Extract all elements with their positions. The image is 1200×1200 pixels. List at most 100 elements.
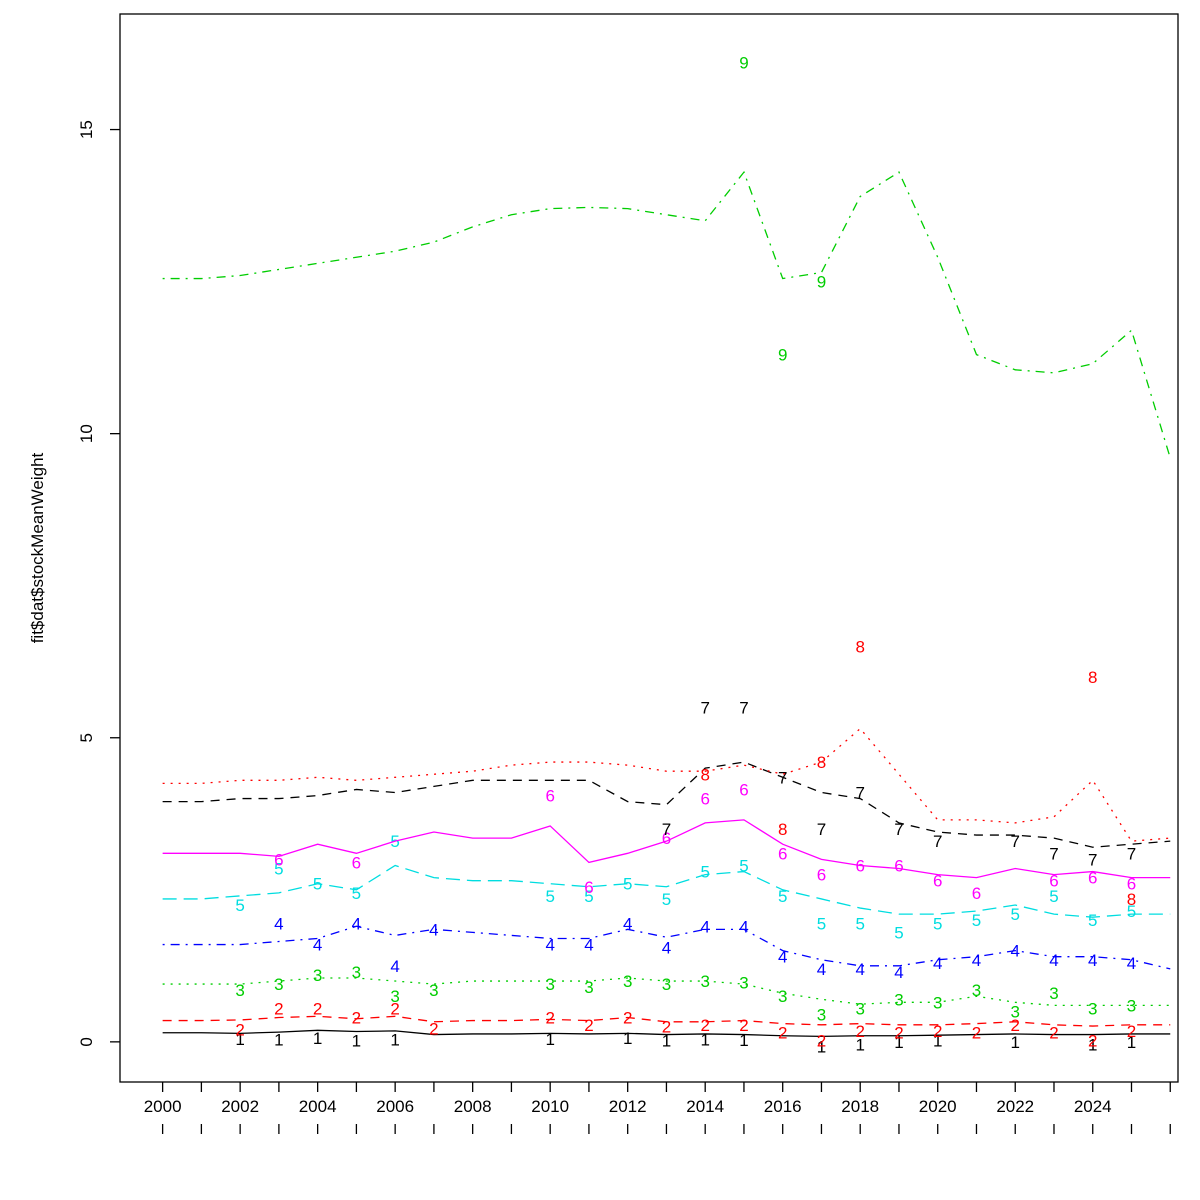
obs-label-age-3: 3 [274,975,283,994]
series-line-age-7 [162,761,1171,848]
obs-label-age-6: 6 [352,853,361,872]
x-tick-label: 2024 [1074,1097,1112,1116]
obs-label-age-4: 4 [274,914,283,933]
obs-label-age-3: 3 [235,981,244,1000]
x-tick-label: 2004 [299,1097,337,1116]
obs-label-age-1: 1 [894,1033,903,1052]
obs-label-age-8: 8 [855,638,864,657]
series-line-age-6 [162,819,1171,879]
x-tick-label: 2020 [919,1097,957,1116]
obs-label-age-1: 1 [545,1030,554,1049]
obs-label-age-9: 9 [739,54,748,73]
obs-label-age-4: 4 [662,939,671,958]
obs-label-age-8: 8 [778,820,787,839]
obs-label-age-2: 2 [545,1009,554,1028]
obs-label-age-2: 2 [739,1016,748,1035]
series-line-age-3 [162,977,1171,1007]
obs-label-age-7: 7 [817,820,826,839]
obs-label-age-8: 8 [1127,890,1136,909]
x-tick-label: 2010 [531,1097,569,1116]
obs-label-age-5: 5 [933,914,942,933]
obs-label-age-6: 6 [545,787,554,806]
obs-label-age-5: 5 [855,914,864,933]
obs-label-age-2: 2 [1088,1032,1097,1051]
obs-label-age-6: 6 [1049,872,1058,891]
obs-label-age-2: 2 [429,1019,438,1038]
obs-label-age-3: 3 [313,966,322,985]
obs-label-age-2: 2 [933,1022,942,1041]
obs-label-age-4: 4 [1088,951,1097,970]
obs-label-age-5: 5 [778,887,787,906]
obs-label-age-3: 3 [972,981,981,1000]
obs-label-age-3: 3 [352,963,361,982]
obs-label-age-7: 7 [739,698,748,717]
obs-label-age-9: 9 [778,346,787,365]
obs-label-age-5: 5 [700,863,709,882]
series-line-age-8 [162,727,1171,842]
obs-label-age-1: 1 [235,1030,244,1049]
obs-label-age-1: 1 [855,1035,864,1054]
obs-label-age-4: 4 [352,914,361,933]
obs-label-age-5: 5 [545,887,554,906]
obs-label-age-6: 6 [1127,875,1136,894]
obs-label-age-5: 5 [1088,911,1097,930]
obs-label-age-4: 4 [545,936,554,955]
obs-label-age-3: 3 [855,999,864,1018]
obs-label-age-1: 1 [623,1029,632,1048]
obs-label-age-1: 1 [700,1030,709,1049]
obs-label-age-1: 1 [739,1031,748,1050]
obs-label-age-4: 4 [313,936,322,955]
obs-label-age-4: 4 [739,917,748,936]
obs-label-age-3: 3 [662,975,671,994]
obs-label-age-2: 2 [817,1032,826,1051]
obs-label-age-4: 4 [972,951,981,970]
obs-label-age-3: 3 [390,987,399,1006]
obs-label-age-1: 1 [1127,1033,1136,1052]
x-tick-label: 2002 [221,1097,259,1116]
y-tick-label: 0 [77,1037,96,1046]
obs-label-age-2: 2 [700,1016,709,1035]
obs-label-age-3: 3 [817,1005,826,1024]
obs-label-age-1: 1 [662,1032,671,1051]
obs-label-age-2: 2 [584,1016,593,1035]
obs-label-age-4: 4 [700,917,709,936]
obs-label-age-4: 4 [623,914,632,933]
obs-label-age-8: 8 [817,753,826,772]
obs-label-age-3: 3 [1127,996,1136,1015]
obs-label-age-6: 6 [894,856,903,875]
obs-label-age-1: 1 [390,1030,399,1049]
obs-label-age-1: 1 [313,1029,322,1048]
obs-label-age-6: 6 [855,856,864,875]
obs-label-age-3: 3 [584,978,593,997]
obs-label-age-8: 8 [1088,668,1097,687]
x-tick-label: 2022 [996,1097,1034,1116]
obs-label-age-3: 3 [739,973,748,992]
obs-label-age-6: 6 [739,780,748,799]
obs-label-age-7: 7 [700,698,709,717]
series-line-age-5 [162,864,1171,918]
obs-label-age-4: 4 [1049,951,1058,970]
obs-label-age-3: 3 [623,972,632,991]
x-tick-label: 2008 [454,1097,492,1116]
obs-label-age-2: 2 [235,1021,244,1040]
obs-label-age-2: 2 [313,999,322,1018]
obs-label-age-1: 1 [817,1038,826,1057]
obs-label-age-1: 1 [352,1032,361,1051]
obs-label-age-2: 2 [1127,1022,1136,1041]
obs-label-age-2: 2 [1049,1024,1058,1043]
obs-label-age-3: 3 [894,990,903,1009]
obs-label-age-4: 4 [429,920,438,939]
obs-label-age-2: 2 [390,999,399,1018]
obs-label-age-2: 2 [855,1022,864,1041]
y-tick-label: 15 [77,120,96,139]
obs-label-age-3: 3 [933,993,942,1012]
obs-label-age-7: 7 [933,832,942,851]
obs-label-age-5: 5 [352,884,361,903]
y-tick-label: 10 [77,424,96,443]
obs-label-age-3: 3 [429,981,438,1000]
obs-label-age-4: 4 [778,948,787,967]
obs-label-age-5: 5 [894,923,903,942]
x-tick-label: 2016 [764,1097,802,1116]
obs-label-age-7: 7 [894,820,903,839]
